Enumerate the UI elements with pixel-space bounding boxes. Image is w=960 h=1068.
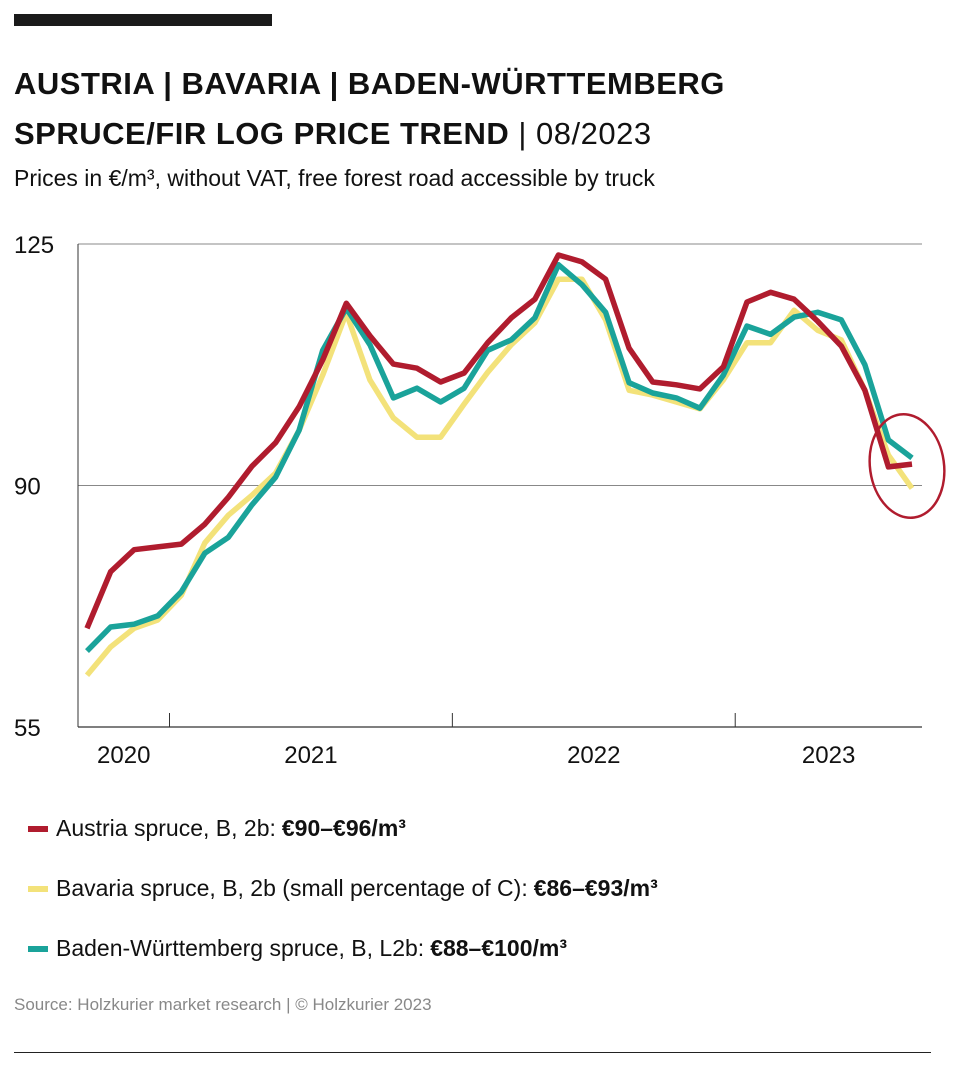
source-note: Source: Holzkurier market research | © H…	[14, 995, 432, 1014]
legend-item-austria: Austria spruce, B, 2b: €90–€96/m³	[28, 815, 406, 842]
legend-item-bavaria: Bavaria spruce, B, 2b (small percentage …	[28, 875, 658, 902]
legend-range: €90–€96/m³	[281, 815, 406, 841]
subtitle: Prices in €/m³, without VAT, free forest…	[14, 165, 655, 191]
y-tick-label: 90	[14, 474, 41, 501]
title-line-2: SPRUCE/FIR LOG PRICE TREND | 08/2023	[14, 116, 652, 152]
title-date: | 08/2023	[509, 116, 652, 151]
series-line-1	[84, 276, 915, 678]
line-chart: 55 90 125 2020 2021 2022 2023	[14, 232, 946, 769]
x-tick-label: 2021	[284, 742, 337, 769]
legend-label: Bavaria spruce, B, 2b (small percentage …	[56, 875, 522, 901]
x-tick-label: 2023	[802, 742, 855, 769]
legend-label: Baden-Württemberg spruce, B, L2b	[56, 935, 418, 961]
y-tick-label: 125	[14, 232, 54, 259]
annotation-circle	[868, 412, 946, 520]
legend-item-baden-wuerttemberg: Baden-Württemberg spruce, B, L2b: €88–€10…	[28, 935, 567, 962]
series-line-0	[84, 252, 913, 630]
x-tick-label: 2020	[97, 742, 150, 769]
legend-colon: :	[269, 815, 276, 841]
legend-range: €86–€93/m³	[533, 875, 658, 901]
legend-swatch	[28, 885, 48, 892]
y-tick-label: 55	[14, 715, 41, 742]
series-line-2	[85, 261, 914, 654]
legend-swatch	[28, 825, 48, 832]
x-tick-label: 2022	[567, 742, 620, 769]
legend-range: €88–€100/m³	[430, 935, 568, 961]
title-line-1: AUSTRIA | BAVARIA | BADEN-WÜRTTEMBERG	[14, 66, 725, 101]
legend-colon: :	[417, 935, 425, 961]
legend-label: Austria spruce, B, 2b	[56, 815, 270, 841]
legend-swatch	[28, 945, 48, 952]
legend-colon: :	[521, 875, 528, 901]
bottom-divider	[14, 1052, 931, 1053]
title-main: SPRUCE/FIR LOG PRICE TREND	[14, 116, 510, 151]
top-accent-bar	[14, 14, 272, 26]
